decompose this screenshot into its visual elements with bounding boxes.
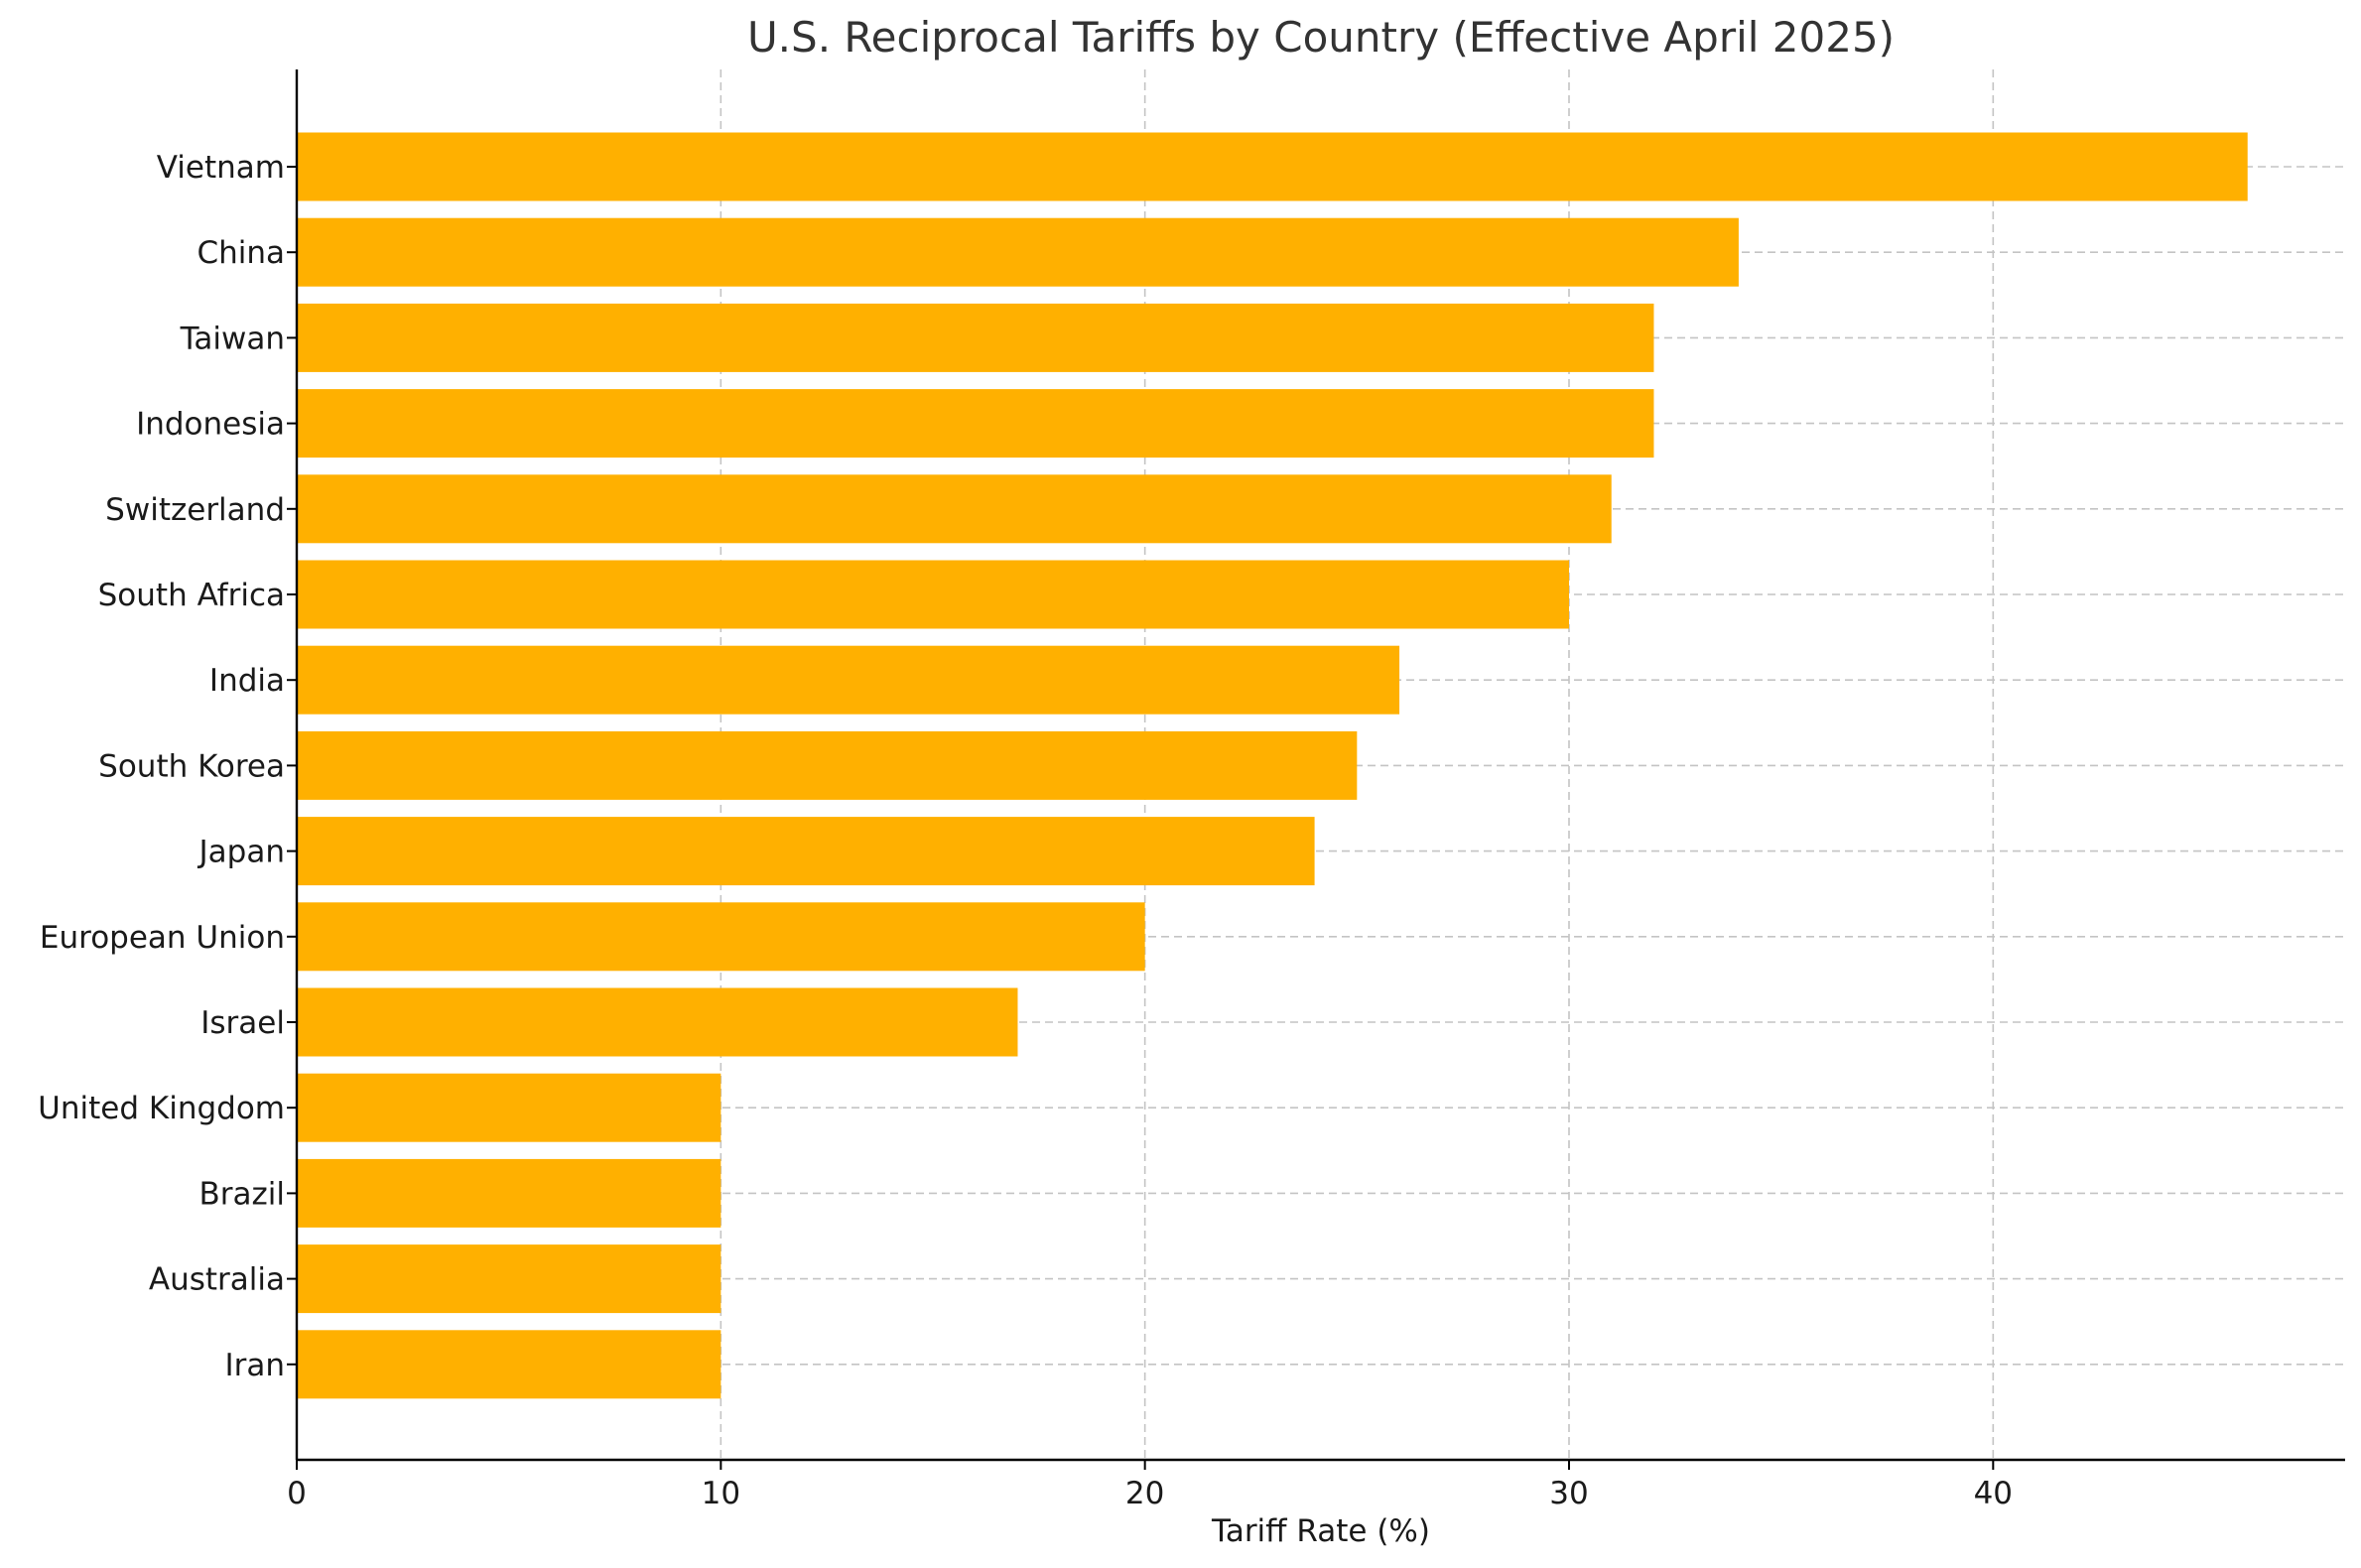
x-axis-label: Tariff Rate (%) [1211,1513,1430,1549]
y-tick-label: South Korea [98,748,285,784]
y-tick-label: United Kingdom [38,1091,285,1126]
x-tick-label: 0 [287,1476,307,1511]
y-tick-label: India [209,663,285,699]
bar-japan [297,817,1315,886]
bar-iran [297,1330,721,1399]
y-tick-label: Israel [200,1005,285,1041]
x-ticks-layer: 0 10 20 30 40 [287,1460,2013,1511]
y-tick-label: Vietnam [157,150,285,186]
bar-china [297,217,1739,287]
y-tick-label: Iran [224,1348,285,1383]
y-tick-label: Indonesia [136,407,285,443]
bar-united-kingdom [297,1073,721,1142]
y-ticks-layer: Vietnam China Taiwan Indonesia Switzerland So… [38,150,297,1383]
chart-title: U.S. Reciprocal Tariffs by Country (Effe… [747,13,1895,62]
bar-south-africa [297,560,1569,629]
x-tick-label: 40 [1974,1476,2013,1511]
y-tick-label: South Africa [98,578,285,613]
y-tick-label: Taiwan [180,321,285,356]
bar-vietnam [297,132,2248,201]
bar-south-korea [297,730,1358,800]
bars-layer [297,132,2248,1399]
bar-taiwan [297,303,1654,372]
x-tick-label: 30 [1549,1476,1588,1511]
bar-switzerland [297,474,1612,544]
bar-israel [297,987,1018,1057]
x-tick-label: 20 [1125,1476,1164,1511]
bar-european-union [297,902,1145,972]
y-tick-label: Australia [149,1262,285,1298]
bar-indonesia [297,389,1654,458]
x-tick-label: 10 [702,1476,740,1511]
bar-brazil [297,1158,721,1228]
bar-australia [297,1244,721,1314]
y-tick-label: Switzerland [105,492,285,528]
y-tick-label: Japan [197,835,285,870]
y-tick-label: Brazil [198,1176,285,1212]
bar-india [297,645,1400,715]
y-tick-label: European Union [40,920,285,956]
y-tick-label: China [197,235,285,271]
